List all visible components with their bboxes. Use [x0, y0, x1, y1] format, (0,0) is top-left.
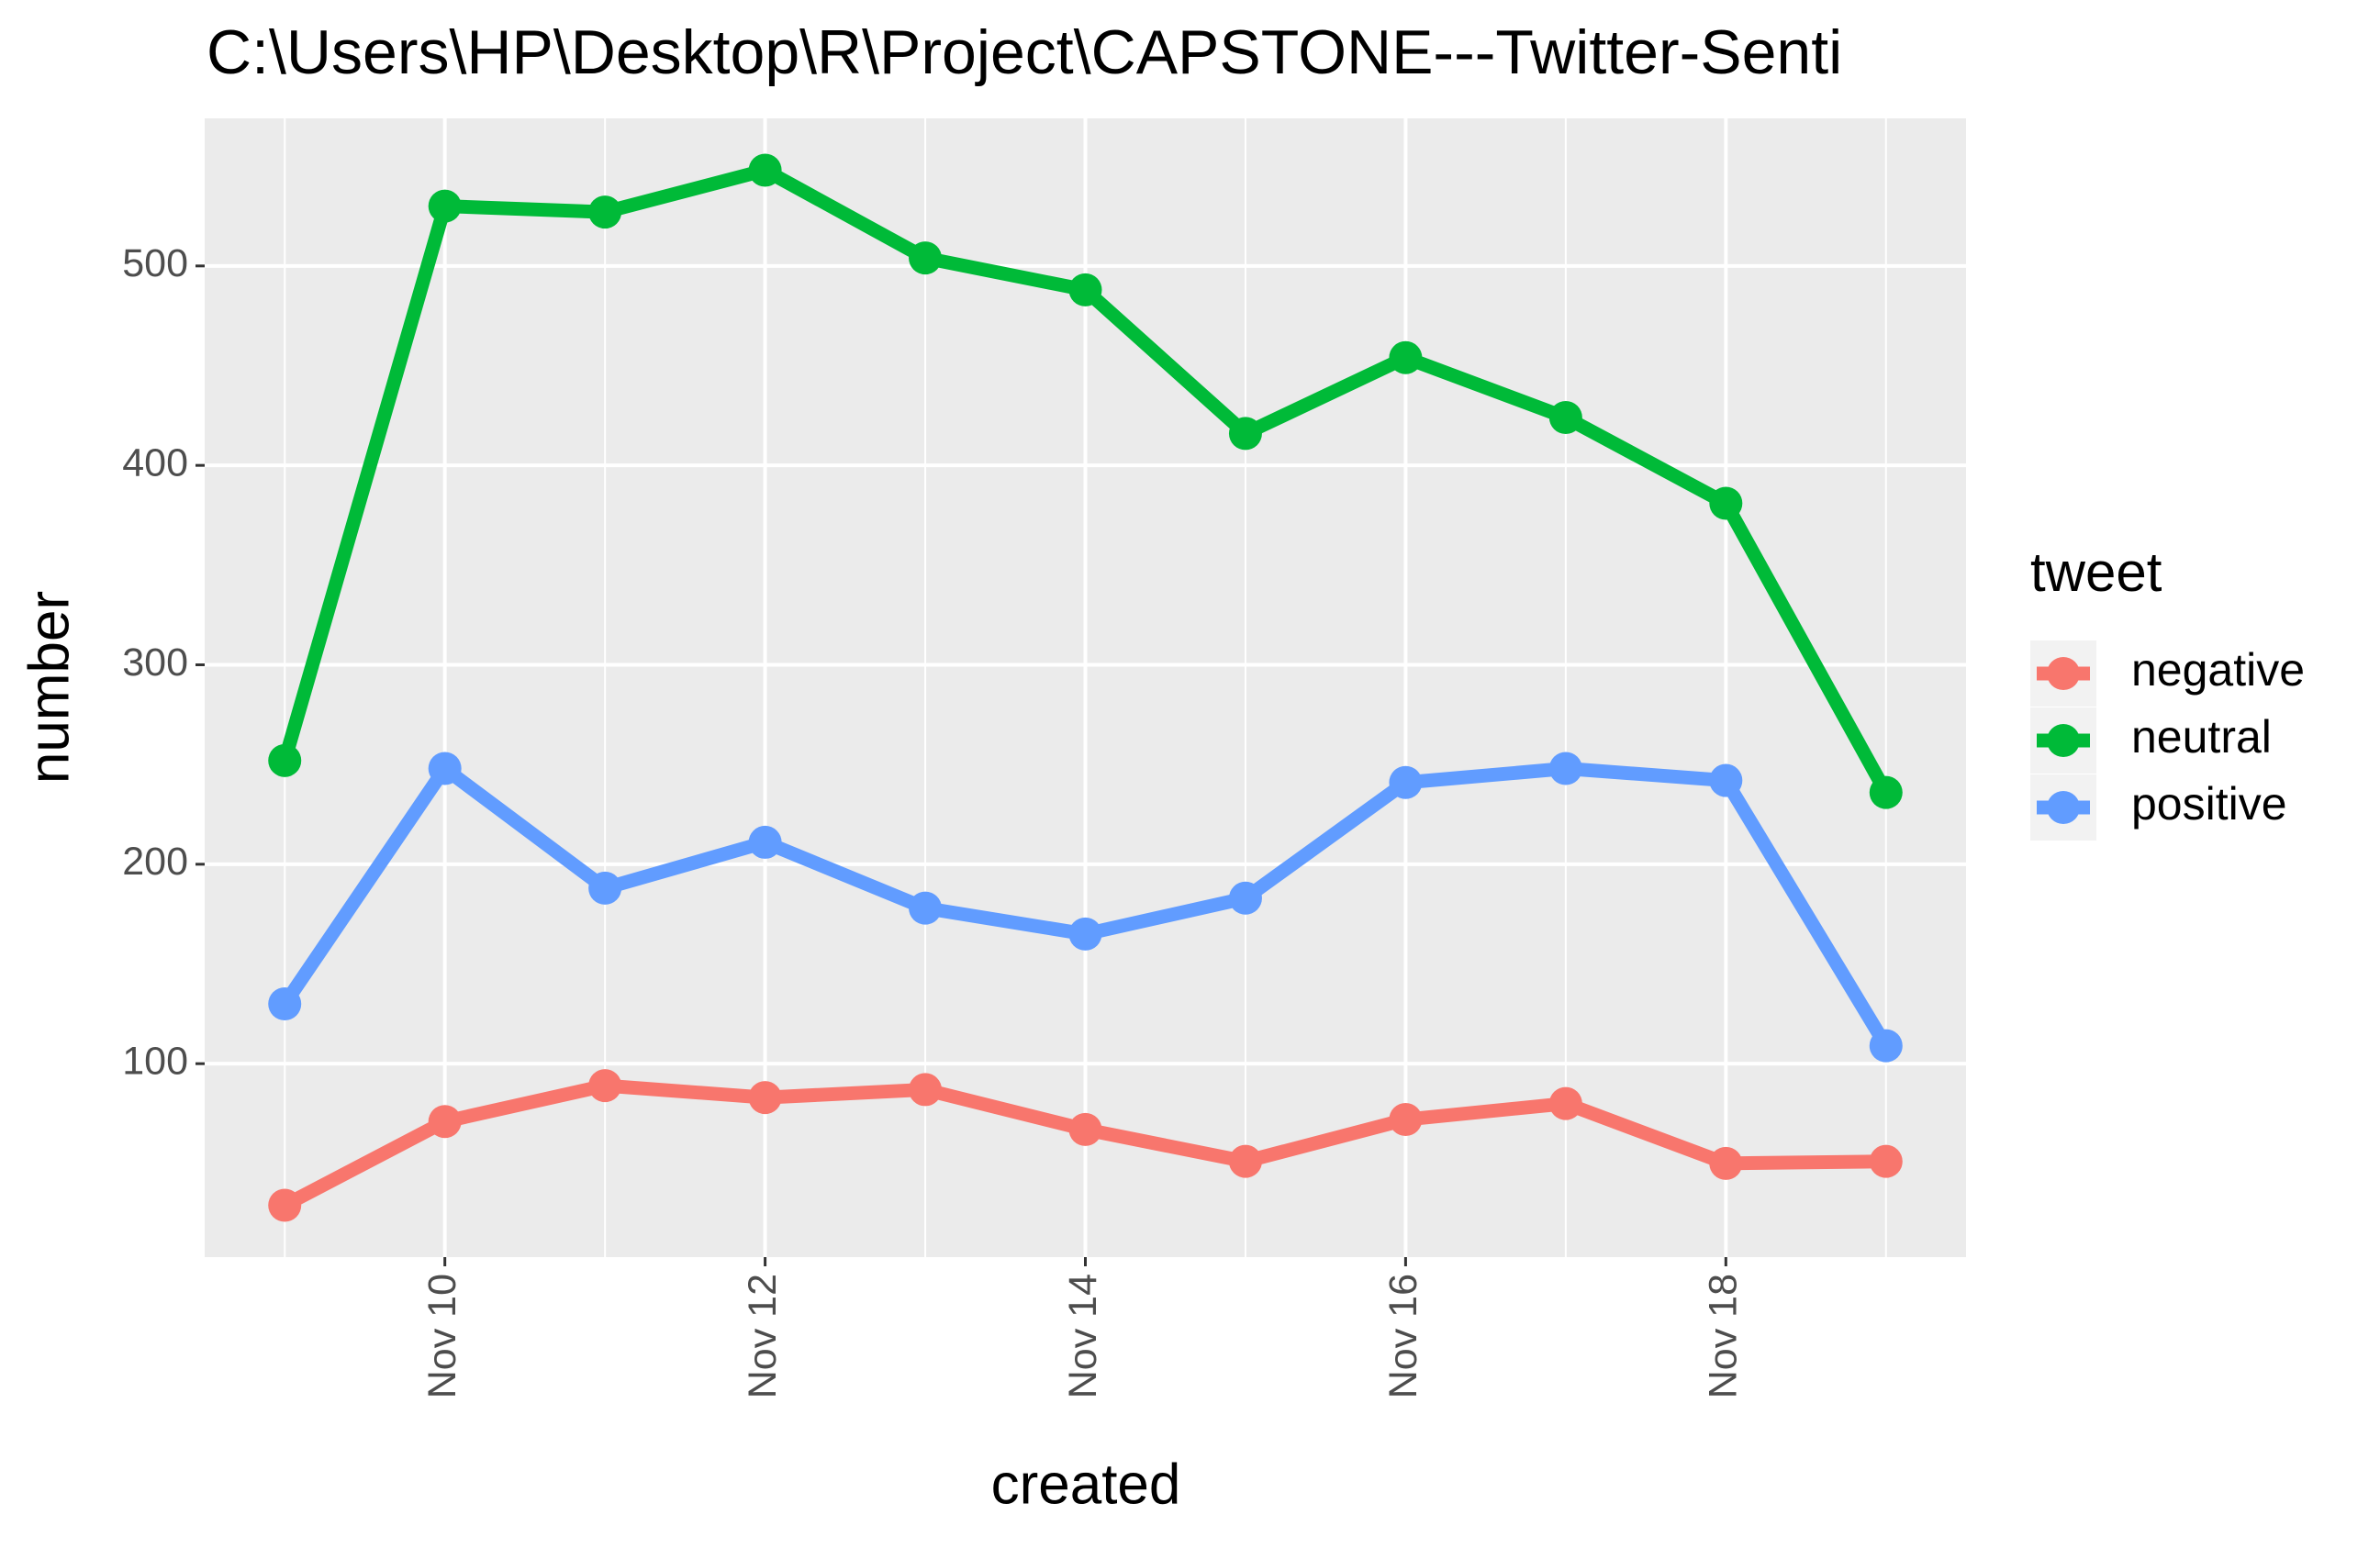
point — [1068, 917, 1102, 951]
point — [909, 891, 943, 925]
legend-title: tweet — [2030, 541, 2162, 603]
y-tick-label: 100 — [122, 1040, 188, 1084]
point — [1068, 273, 1102, 306]
y-tick-label: 400 — [122, 441, 188, 485]
y-axis-title: number — [17, 591, 81, 784]
point — [909, 241, 943, 275]
point — [428, 752, 462, 785]
point — [1869, 1144, 1903, 1178]
point — [1228, 881, 1262, 915]
point — [268, 1188, 302, 1222]
point — [268, 743, 302, 777]
point — [1228, 417, 1262, 451]
point — [748, 153, 782, 187]
legend-label: negative — [2131, 644, 2305, 696]
point — [588, 1069, 622, 1103]
legend-key-point — [2047, 724, 2080, 757]
point — [268, 986, 302, 1020]
x-tick-label: Nov 12 — [741, 1274, 785, 1398]
point — [1869, 775, 1903, 809]
point — [588, 871, 622, 905]
point — [1869, 1029, 1903, 1063]
point — [748, 825, 782, 859]
point — [428, 1105, 462, 1139]
legend-key-point — [2047, 791, 2080, 824]
point — [909, 1073, 943, 1107]
point — [1548, 752, 1582, 785]
legend-label: neutral — [2131, 711, 2272, 763]
y-tick-label: 300 — [122, 640, 188, 685]
point — [1548, 1086, 1582, 1120]
point — [1709, 1146, 1743, 1180]
legend-key-point — [2047, 657, 2080, 690]
x-tick-label: Nov 10 — [420, 1274, 464, 1398]
chart-title: C:\Users\HP\Desktop\R\Project\CAPSTONE--… — [207, 17, 1842, 87]
point — [1389, 1103, 1423, 1137]
point — [1068, 1112, 1102, 1146]
point — [748, 1081, 782, 1115]
point — [1389, 340, 1423, 374]
x-tick-label: Nov 18 — [1702, 1274, 1746, 1398]
y-tick-label: 200 — [122, 840, 188, 884]
x-tick-label: Nov 16 — [1381, 1274, 1425, 1398]
y-tick-label: 500 — [122, 241, 188, 285]
point — [1389, 765, 1423, 799]
point — [428, 189, 462, 223]
x-axis-title: created — [991, 1453, 1181, 1516]
point — [1709, 763, 1743, 797]
point — [1709, 486, 1743, 520]
legend-label: positive — [2131, 778, 2287, 830]
point — [1548, 401, 1582, 435]
point — [1228, 1144, 1262, 1178]
x-tick-label: Nov 14 — [1061, 1274, 1105, 1398]
point — [588, 195, 622, 229]
